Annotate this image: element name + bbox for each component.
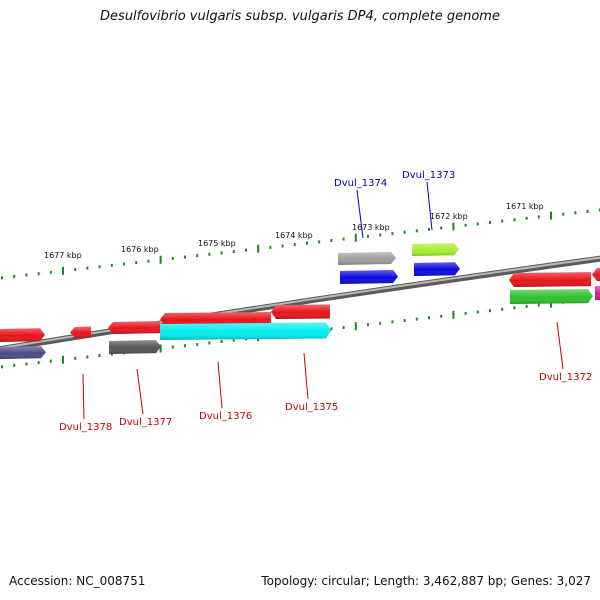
topology-label: Topology: circular; Length: 3,462,887 bp…: [261, 574, 591, 588]
scale-label: 1674 kbp: [275, 231, 313, 240]
gene-label-leader: [217, 361, 223, 409]
gene-dvul-1374-shade: [340, 270, 398, 284]
gene-green-shade: [510, 289, 593, 304]
gene-label-leader: [356, 189, 364, 239]
accession-label: Accession: NC_008751: [9, 574, 146, 588]
map-title: Desulfovibrio vulgaris subsp. vulgaris D…: [100, 9, 500, 24]
gene-label-leader: [556, 321, 564, 370]
gene-dvul-1372-shade: [509, 272, 591, 287]
gene-label-leader: [426, 181, 433, 231]
scale-label: 1675 kbp: [198, 239, 236, 248]
scale-label: 1673 kbp: [352, 223, 390, 232]
gene-label-leader: [136, 368, 144, 415]
gene-label-dvul-1378[interactable]: Dvul_1378: [59, 422, 112, 433]
gene-label-dvul-1373[interactable]: Dvul_1373: [402, 170, 455, 181]
gene-label-leader: [82, 373, 85, 420]
gene-dvul-1378-shade: [0, 328, 45, 342]
scale-label: 1676 kbp: [121, 245, 159, 254]
gene-red-edge-shade: [592, 268, 600, 281]
gene-label-dvul-1372[interactable]: Dvul_1372: [539, 372, 592, 383]
gene-dvul-1374-gray-shade: [338, 252, 396, 265]
gene-dvul-1373-shade: [414, 262, 460, 276]
scale-label: 1677 kbp: [44, 251, 82, 260]
gene-magenta-edge-shade: [595, 286, 600, 300]
gene-dvul-1375-shade: [271, 304, 330, 319]
gene-navy-left-shade: [0, 346, 46, 359]
gene-darkgray-shade: [109, 340, 161, 354]
scale-label: 1672 kbp: [430, 212, 468, 221]
gene-red-small-shade: [70, 326, 91, 338]
gene-dvul-1373-lime-shade: [412, 243, 459, 256]
gene-dvul-1377-shade: [108, 321, 160, 334]
gene-cyan-shade: [160, 322, 331, 340]
scale-label: 1671 kbp: [506, 202, 544, 211]
gene-label-dvul-1374[interactable]: Dvul_1374: [334, 178, 387, 189]
gene-label-dvul-1377[interactable]: Dvul_1377: [119, 417, 172, 428]
gene-dvul-1376-shade: [160, 312, 271, 326]
gene-label-leader: [303, 352, 309, 400]
gene-label-dvul-1376[interactable]: Dvul_1376: [199, 411, 252, 422]
gene-label-dvul-1375[interactable]: Dvul_1375: [285, 402, 338, 413]
